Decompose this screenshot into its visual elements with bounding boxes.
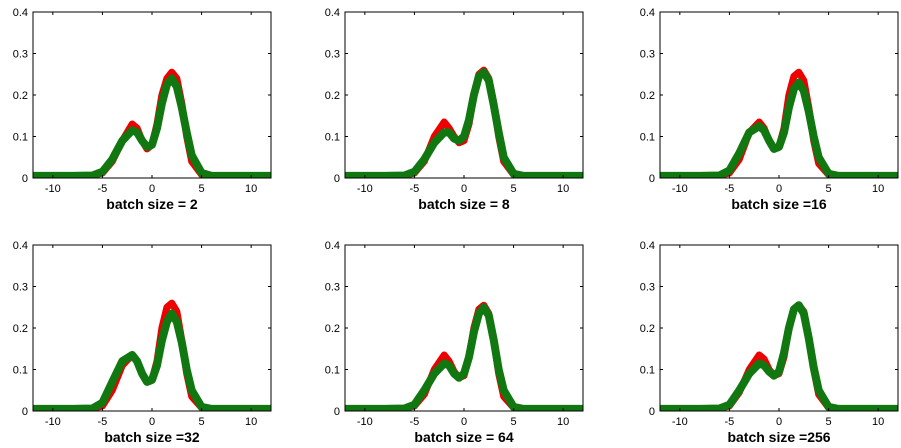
y-tick-label: 0.4 <box>13 7 28 19</box>
subplot-1: -10 -5 0 5 10 0 0.1 0.2 0.3 0.4 batch size = 2 <box>13 7 272 212</box>
subplot-3: -10 -5 0 5 10 0 0.1 0.2 0.3 0.4 batch size =16 <box>640 7 899 212</box>
x-tick-label: -10 <box>672 416 688 428</box>
x-tick-label: 10 <box>872 183 884 195</box>
x-tick-label: 0 <box>776 183 782 195</box>
y-tick-label: 0.1 <box>325 365 340 377</box>
y-tick-label: 0.1 <box>640 365 655 377</box>
red-density-curve <box>345 301 583 411</box>
y-tick-label: 0 <box>649 173 655 185</box>
y-tick-label: 0.1 <box>325 132 340 144</box>
y-tick-label: 0.4 <box>640 240 655 252</box>
y-tick-label: 0.2 <box>640 90 655 102</box>
axes-frame <box>344 244 584 412</box>
y-tick-label: 0.3 <box>325 49 340 61</box>
x-tick-label: -10 <box>45 416 61 428</box>
subplot-4: -10 -5 0 5 10 0 0.1 0.2 0.3 0.4 batch size =32 <box>13 240 272 445</box>
subplot-5: -10 -5 0 5 10 0 0.1 0.2 0.3 0.4 batch size = 64 <box>325 240 584 445</box>
x-tick-label: 10 <box>557 416 569 428</box>
y-tick-label: 0.2 <box>13 323 28 335</box>
x-tick-label: -5 <box>98 416 108 428</box>
axes-frame <box>659 244 899 412</box>
y-tick-label: 0.2 <box>325 323 340 335</box>
x-tick-label: -10 <box>357 416 373 428</box>
subplot-caption: batch size = 8 <box>418 196 510 212</box>
y-tick-label: 0.3 <box>13 282 28 294</box>
green-density-curve <box>660 78 898 178</box>
y-tick-label: 0 <box>22 173 28 185</box>
x-tick-label: -5 <box>725 416 735 428</box>
subplot-6: -10 -5 0 5 10 0 0.1 0.2 0.3 0.4 batch size =256 <box>640 240 899 445</box>
subplot-caption: batch size = 64 <box>414 429 513 445</box>
x-tick-label: 0 <box>461 416 467 428</box>
y-tick-label: 0.4 <box>640 7 655 19</box>
x-tick-label: 5 <box>826 183 832 195</box>
green-density-curve <box>33 74 271 178</box>
axes-frame <box>344 11 584 179</box>
y-tick-label: 0.4 <box>325 7 340 19</box>
x-tick-label: 0 <box>776 416 782 428</box>
y-tick-label: 0.1 <box>13 365 28 377</box>
y-tick-label: 0.1 <box>13 132 28 144</box>
x-tick-label: -10 <box>672 183 688 195</box>
axes-frame <box>659 11 899 179</box>
y-tick-label: 0.3 <box>640 49 655 61</box>
green-density-curve <box>660 301 898 411</box>
red-density-curve <box>33 299 271 411</box>
subplot-caption: batch size =256 <box>727 429 830 445</box>
y-tick-label: 0.2 <box>325 90 340 102</box>
subplot-caption: batch size = 2 <box>106 196 198 212</box>
x-tick-label: -5 <box>410 416 420 428</box>
y-tick-label: 0.3 <box>325 282 340 294</box>
y-tick-label: 0 <box>334 406 340 418</box>
subplot-caption: batch size =16 <box>731 196 827 212</box>
x-tick-label: -10 <box>45 183 61 195</box>
x-tick-label: -10 <box>357 183 373 195</box>
x-tick-label: 10 <box>557 183 569 195</box>
y-tick-label: 0.3 <box>640 282 655 294</box>
green-density-curve <box>345 303 583 411</box>
x-tick-label: 0 <box>461 183 467 195</box>
y-tick-label: 0 <box>649 406 655 418</box>
y-tick-label: 0.2 <box>13 90 28 102</box>
y-tick-label: 0.4 <box>325 240 340 252</box>
x-tick-label: 10 <box>245 416 257 428</box>
subplot-2: -10 -5 0 5 10 0 0.1 0.2 0.3 0.4 batch size = 8 <box>325 7 584 212</box>
green-density-curve <box>345 68 583 178</box>
x-tick-label: -5 <box>98 183 108 195</box>
y-tick-label: 0 <box>22 406 28 418</box>
x-tick-label: 10 <box>872 416 884 428</box>
y-tick-label: 0.3 <box>13 49 28 61</box>
axes-frame <box>32 244 272 412</box>
red-density-curve <box>660 68 898 178</box>
x-tick-label: 10 <box>245 183 257 195</box>
y-tick-label: 0.1 <box>640 132 655 144</box>
x-tick-label: 5 <box>826 416 832 428</box>
x-tick-label: 5 <box>511 416 517 428</box>
x-tick-label: -5 <box>410 183 420 195</box>
subplot-caption: batch size =32 <box>104 429 200 445</box>
y-tick-label: 0.4 <box>13 240 28 252</box>
y-tick-label: 0.2 <box>640 323 655 335</box>
x-tick-label: 5 <box>511 183 517 195</box>
x-tick-label: 0 <box>149 416 155 428</box>
x-tick-label: 5 <box>199 416 205 428</box>
y-tick-label: 0 <box>334 173 340 185</box>
x-tick-label: -5 <box>725 183 735 195</box>
x-tick-label: 5 <box>199 183 205 195</box>
green-density-curve <box>33 309 271 411</box>
red-density-curve <box>33 68 271 178</box>
axes-frame <box>32 11 272 179</box>
x-tick-label: 0 <box>149 183 155 195</box>
